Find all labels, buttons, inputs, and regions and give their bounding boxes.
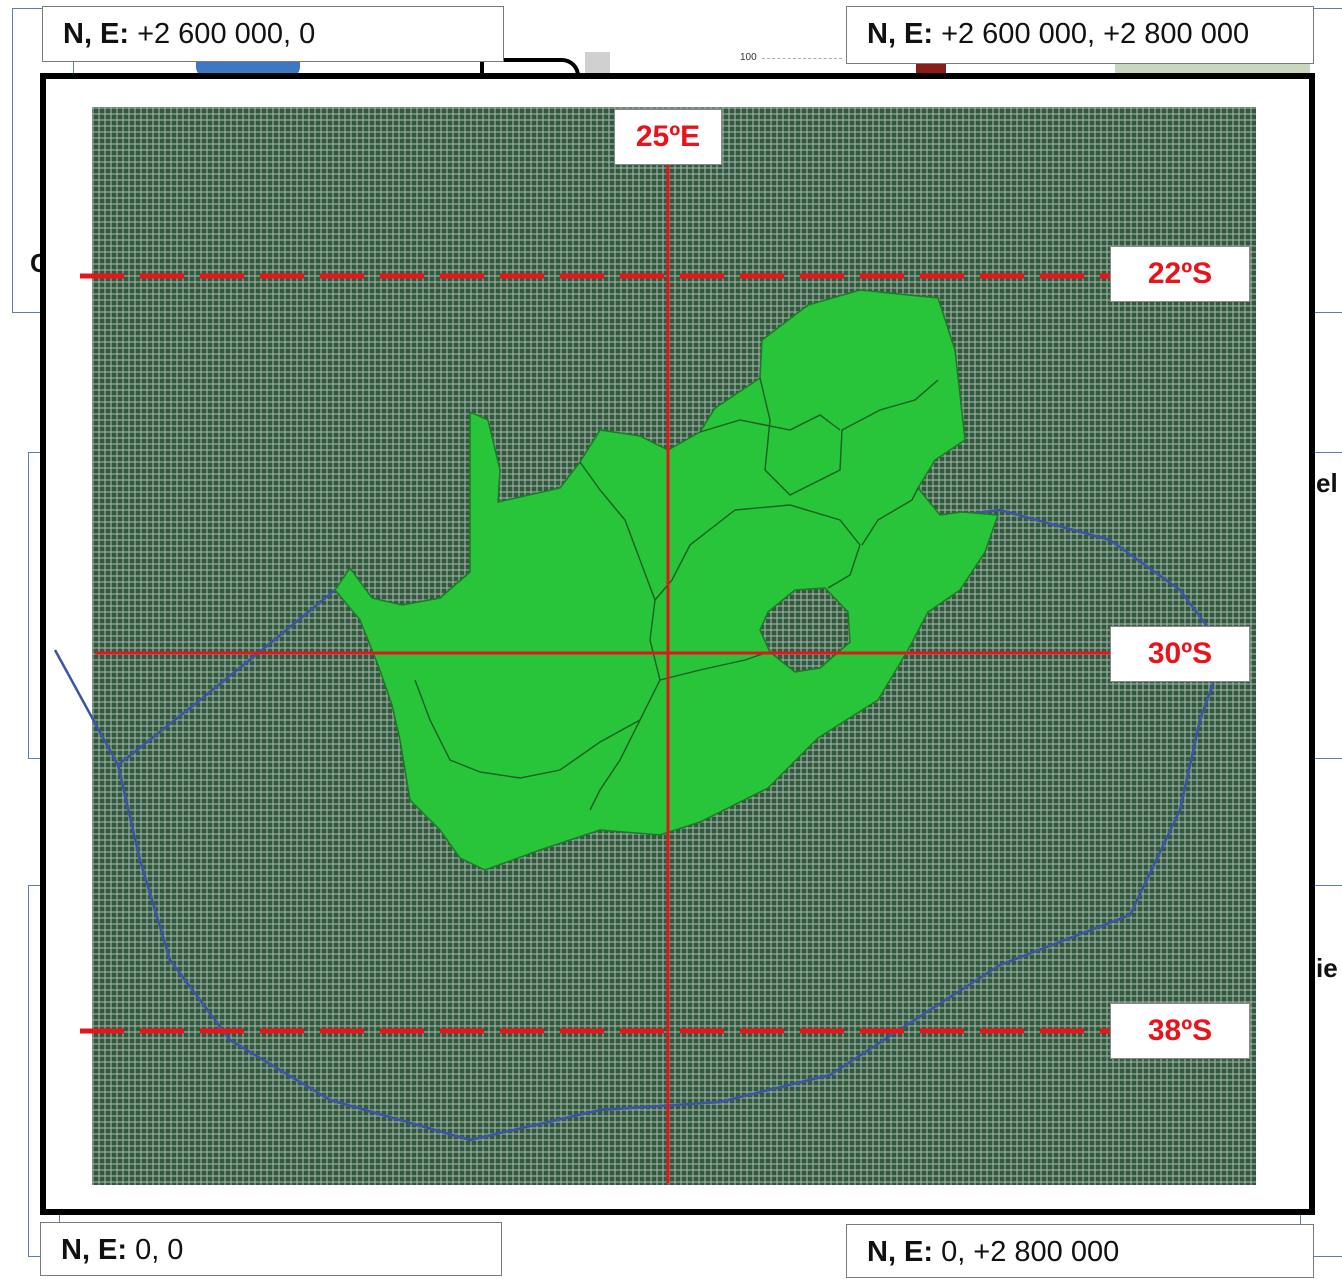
corner-label-top-right: N, E: +2 600 000, +2 800 000 bbox=[846, 6, 1314, 64]
meridian-25e-label: 25ºE bbox=[614, 109, 722, 165]
background-map-thumbnail bbox=[1115, 63, 1310, 75]
province-boundary bbox=[699, 414, 841, 433]
background-dark-red-block bbox=[916, 62, 946, 76]
background-text-ie: ie bbox=[1316, 953, 1338, 983]
background-black-shape bbox=[480, 58, 580, 76]
background-tick-label: 100 bbox=[740, 52, 757, 63]
eez-boundary bbox=[53, 508, 1227, 1142]
province-boundaries bbox=[414, 377, 939, 811]
corner-label-bottom-right: N, E: 0, +2 800 000 bbox=[846, 1224, 1314, 1278]
parallel-38s-label: 38ºS bbox=[1110, 1003, 1250, 1059]
province-boundary bbox=[861, 487, 919, 546]
province-boundary bbox=[659, 651, 769, 681]
province-boundary bbox=[589, 719, 641, 811]
background-dashed-gridline bbox=[762, 58, 842, 59]
eez-boundary-west-arm bbox=[117, 589, 336, 766]
corner-value: +2 600 000, +2 800 000 bbox=[941, 18, 1250, 50]
province-boundary bbox=[654, 504, 861, 601]
parallel-22s-label: 22ºS bbox=[1110, 246, 1250, 302]
corner-value: 0, 0 bbox=[135, 1234, 184, 1266]
corner-key: N, E: bbox=[867, 1236, 934, 1268]
corner-key: N, E: bbox=[867, 18, 934, 50]
corner-key: N, E: bbox=[61, 1234, 128, 1266]
province-boundary bbox=[759, 377, 939, 496]
corner-key: N, E: bbox=[63, 18, 130, 50]
corner-value: 0, +2 800 000 bbox=[941, 1236, 1120, 1268]
parallel-30s-label: 30ºS bbox=[1110, 626, 1250, 682]
corner-label-top-left: N, E: +2 600 000, 0 bbox=[42, 6, 504, 62]
background-text-el: el bbox=[1316, 468, 1338, 498]
corner-value: +2 600 000, 0 bbox=[137, 18, 316, 50]
background-gray-block bbox=[585, 52, 610, 76]
corner-label-bottom-left: N, E: 0, 0 bbox=[40, 1222, 502, 1276]
